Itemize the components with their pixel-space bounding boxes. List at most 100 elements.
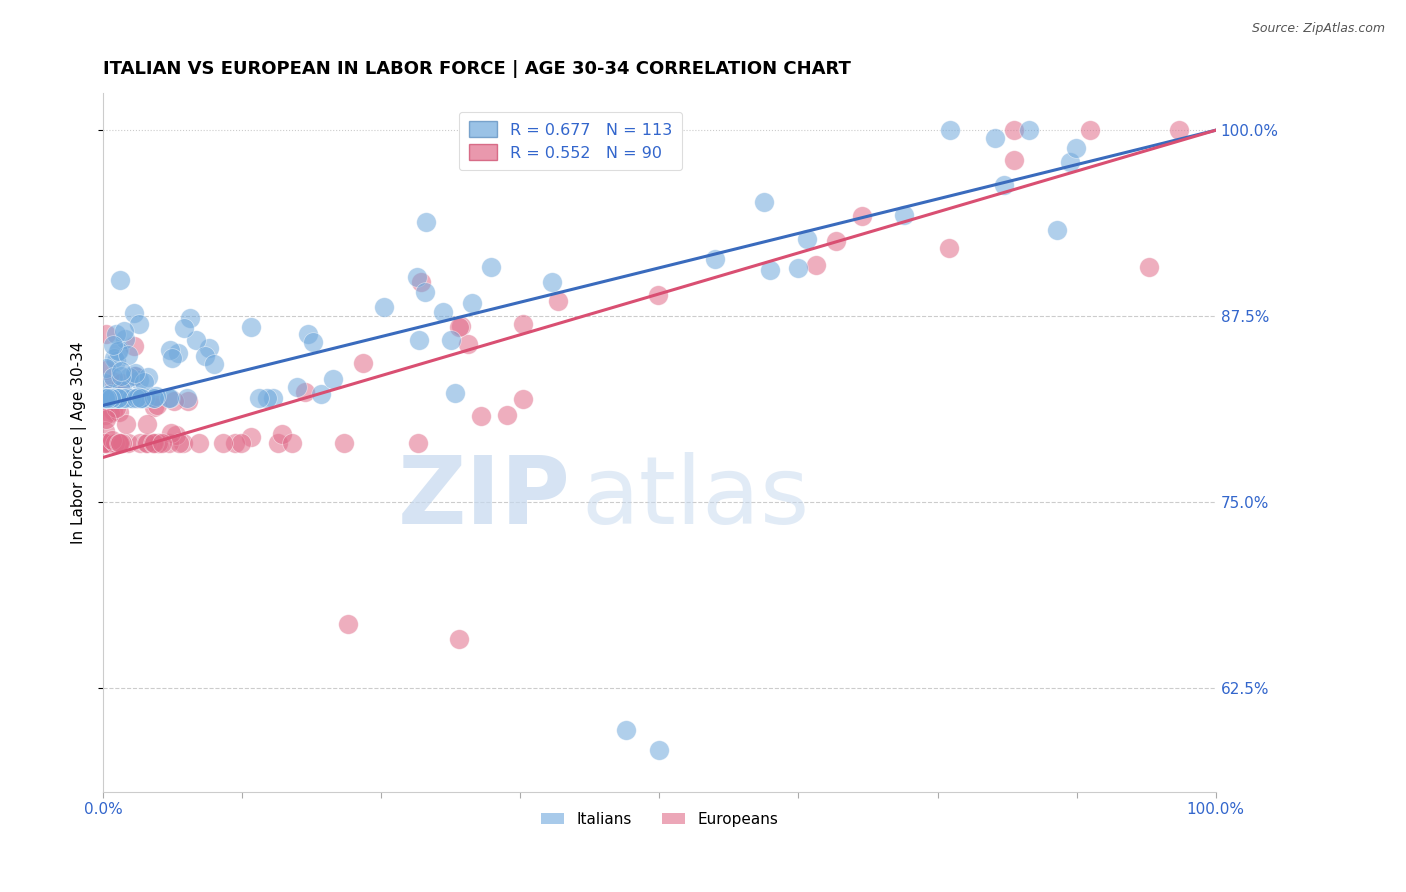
Point (540, 276, 562, 290)
Point (198, 341, 221, 355)
Point (614, 723, 637, 737)
Point (110, 435, 132, 450)
Point (138, 370, 160, 384)
Point (166, 346, 188, 360)
Point (160, 426, 183, 441)
Point (94, 391, 117, 405)
Point (479, 260, 502, 274)
Point (415, 215, 437, 229)
Point (136, 417, 159, 431)
Point (256, 391, 278, 405)
Point (94, 435, 117, 450)
Point (202, 357, 225, 371)
Point (105, 391, 128, 405)
Point (110, 364, 132, 378)
Point (96, 435, 118, 450)
Point (224, 435, 246, 450)
Point (103, 351, 125, 366)
Point (172, 435, 194, 450)
Point (186, 333, 208, 347)
Point (94, 435, 117, 450)
Point (145, 389, 167, 403)
Point (112, 324, 135, 338)
Point (159, 343, 181, 358)
Text: ITALIAN VS EUROPEAN IN LABOR FORCE | AGE 30-34 CORRELATION CHART: ITALIAN VS EUROPEAN IN LABOR FORCE | AGE… (103, 60, 851, 78)
Point (754, 195, 776, 210)
Point (98, 391, 121, 405)
Point (108, 343, 131, 357)
Point (101, 435, 124, 450)
Point (231, 435, 253, 450)
Point (115, 391, 138, 405)
Point (132, 375, 155, 389)
Point (94, 391, 117, 405)
Point (111, 391, 134, 405)
Point (101, 391, 124, 405)
Point (120, 391, 142, 405)
Point (1137, 260, 1160, 274)
Point (142, 435, 165, 450)
Point (512, 318, 534, 332)
Point (134, 391, 156, 405)
Point (129, 391, 152, 405)
Point (127, 390, 149, 404)
Point (108, 391, 131, 405)
Point (118, 370, 141, 384)
Point (1167, 123, 1189, 137)
Point (94, 361, 117, 376)
Point (322, 372, 344, 386)
Point (94, 409, 117, 423)
Point (122, 391, 145, 405)
Point (101, 391, 124, 405)
Point (94, 435, 117, 450)
Point (146, 435, 169, 450)
Point (984, 131, 1007, 145)
Point (98, 435, 121, 450)
Point (112, 391, 135, 405)
Point (333, 435, 356, 450)
Point (193, 349, 215, 363)
Text: ZIP: ZIP (398, 452, 571, 544)
Point (159, 391, 181, 405)
Point (309, 386, 332, 401)
Point (100, 386, 122, 401)
Point (1059, 155, 1081, 169)
Point (96, 435, 118, 450)
Point (267, 435, 290, 450)
Point (110, 435, 132, 450)
Point (98, 391, 121, 405)
Point (135, 435, 157, 450)
Point (117, 435, 139, 450)
Point (107, 391, 129, 405)
Point (107, 405, 129, 419)
Point (285, 380, 308, 394)
Point (240, 320, 263, 334)
Point (281, 435, 304, 450)
Point (176, 391, 198, 405)
Point (406, 435, 429, 450)
Point (263, 391, 285, 405)
Point (124, 368, 146, 383)
Point (1066, 140, 1088, 154)
Point (449, 632, 471, 646)
Point (94, 327, 117, 342)
Point (177, 393, 200, 408)
Point (94, 424, 117, 438)
Point (129, 391, 152, 405)
Point (136, 435, 159, 450)
Point (97, 435, 120, 450)
Point (179, 311, 201, 326)
Point (165, 428, 187, 442)
Point (450, 318, 472, 333)
Point (143, 401, 166, 415)
Y-axis label: In Labor Force | Age 30-34: In Labor Force | Age 30-34 (72, 342, 87, 544)
Point (111, 381, 134, 395)
Point (373, 301, 395, 315)
Point (294, 385, 316, 400)
Point (432, 304, 454, 318)
Point (94, 435, 117, 450)
Point (104, 435, 127, 450)
Point (104, 401, 127, 415)
Point (111, 435, 134, 450)
Point (173, 321, 195, 335)
